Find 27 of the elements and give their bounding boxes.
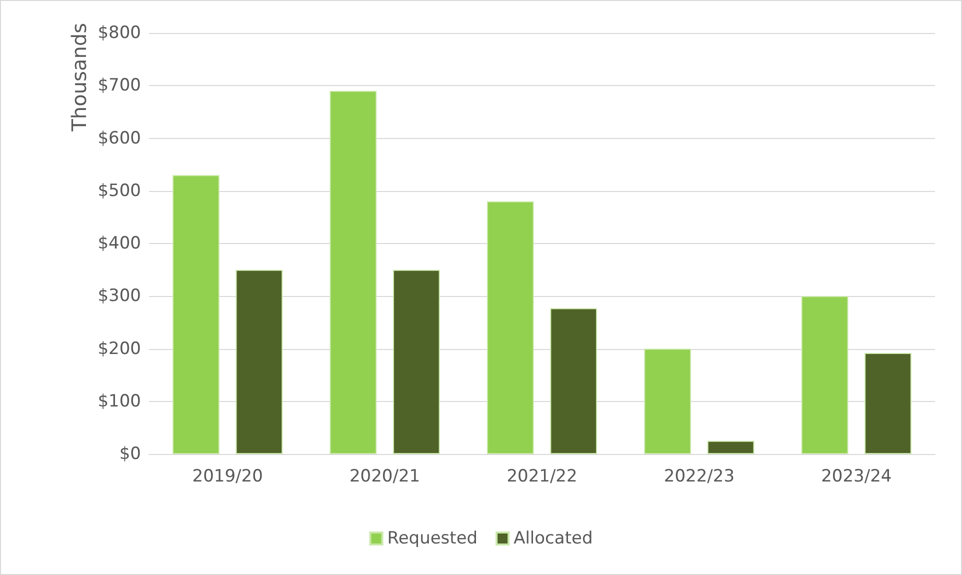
y-tick-label: $800	[98, 23, 141, 43]
legend-label: Allocated	[514, 528, 593, 548]
bar	[864, 352, 912, 454]
y-tick-label: $600	[98, 128, 141, 148]
bar	[707, 440, 754, 454]
y-tick-label: $200	[98, 338, 141, 359]
y-tick-label: $300	[98, 286, 141, 306]
bar	[550, 308, 598, 454]
x-tick-label: 2022/23	[664, 466, 735, 486]
x-tick-label: 2020/21	[349, 466, 420, 486]
bar	[172, 175, 220, 454]
y-tick-label: $400	[98, 234, 141, 254]
bar	[801, 296, 848, 454]
bar	[330, 90, 377, 454]
y-tick-label: $500	[98, 180, 141, 201]
legend-label: Requested	[387, 528, 478, 548]
bar	[486, 201, 534, 454]
y-tick-label: $700	[98, 76, 141, 96]
y-tick-label: $100	[98, 391, 141, 412]
y-axis-title: Thousands	[67, 23, 91, 132]
x-tick-label: 2023/24	[821, 466, 892, 486]
x-tick-label: 2019/20	[192, 466, 263, 486]
x-tick-label: 2021/22	[506, 466, 578, 486]
bar	[644, 348, 692, 454]
y-tick-label: $0	[119, 444, 141, 464]
bar	[236, 270, 283, 454]
bar	[392, 270, 440, 454]
